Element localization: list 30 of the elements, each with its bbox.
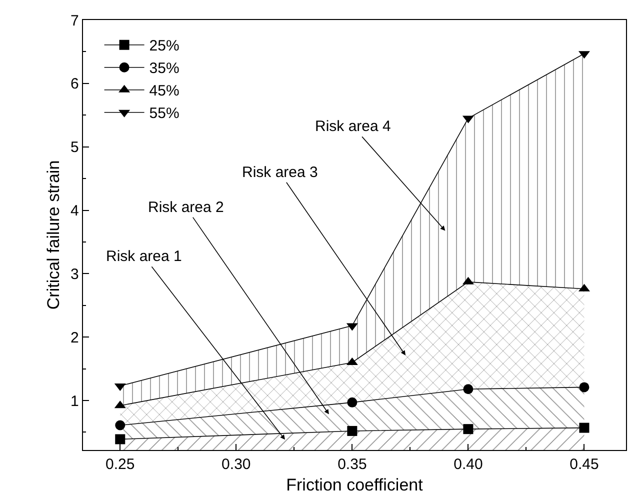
x-tick-label: 0.25	[106, 456, 135, 474]
y-tick-label: 1	[70, 392, 79, 410]
annotation: Risk area 1	[106, 248, 182, 265]
legend-label: 35%	[149, 60, 180, 78]
annotation: Risk area 4	[315, 118, 391, 135]
y-tick-label: 7	[70, 12, 79, 30]
annotation: Risk area 3	[242, 164, 318, 181]
y-tick-label: 3	[70, 266, 79, 283]
x-tick-label: 0.30	[222, 456, 251, 474]
y-axis-title: Critical failure strain	[44, 160, 64, 310]
point	[115, 434, 126, 444]
legend-label: 25%	[149, 38, 180, 55]
legend-label: 55%	[149, 105, 180, 122]
y-tick-label: 6	[70, 76, 79, 93]
y-tick-label: 5	[70, 139, 79, 156]
point	[463, 424, 474, 434]
y-tick-label: 4	[70, 202, 79, 220]
y-tick-label: 2	[70, 329, 79, 346]
legend-label: 45%	[149, 82, 180, 100]
point	[347, 426, 358, 436]
point	[463, 384, 474, 394]
annotation: Risk area 2	[148, 199, 224, 216]
x-tick-label: 0.45	[570, 456, 599, 474]
x-tick-label: 0.40	[454, 456, 483, 474]
point	[115, 420, 126, 430]
x-axis-title: Friction coefficient	[286, 476, 424, 494]
point	[579, 422, 590, 433]
point	[347, 397, 358, 408]
point	[579, 382, 590, 392]
x-tick-label: 0.35	[338, 456, 367, 474]
